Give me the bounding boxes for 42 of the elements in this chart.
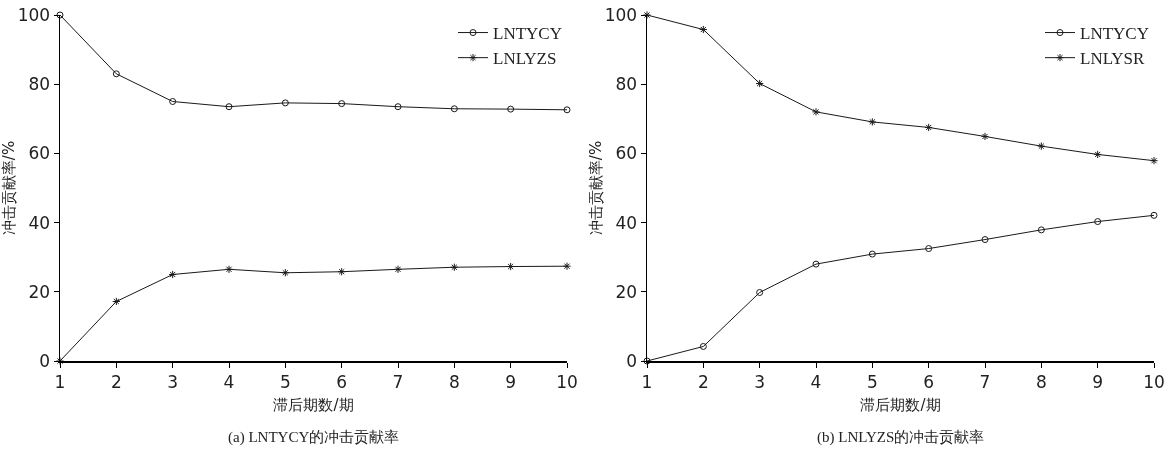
- x-axis-title: 滞后期数/期: [273, 395, 354, 414]
- x-tick-label: 4: [810, 371, 822, 392]
- y-tick-label: 100: [17, 4, 51, 25]
- y-tick-label: 80: [28, 74, 51, 95]
- y-tick-label: 40: [615, 212, 638, 233]
- x-tick-label: 9: [1092, 371, 1104, 392]
- text: (a) LNTYCY的冲击贡献率: [228, 429, 400, 446]
- y-tick-label: 20: [615, 281, 638, 302]
- y-tick-label: 0: [39, 350, 51, 371]
- y-tick-label: 100: [604, 4, 638, 25]
- x-tick-label: 6: [923, 371, 935, 392]
- legend-label: LNTYCY: [493, 24, 562, 44]
- x-tick-label: 1: [54, 371, 66, 392]
- x-tick-label: 3: [167, 371, 179, 392]
- legend-label: LNTYCY: [1080, 24, 1149, 44]
- y-tick-label: 20: [28, 281, 51, 302]
- x-tick-label: 3: [754, 371, 766, 392]
- y-tick-label: 60: [28, 143, 51, 164]
- x-axis-title: 滞后期数/期: [860, 395, 941, 414]
- y-tick-label: 0: [626, 350, 638, 371]
- legend-label: LNLYZS: [493, 49, 557, 69]
- x-tick-label: 1: [641, 371, 653, 392]
- x-tick-label: 10: [556, 371, 578, 392]
- x-tick-label: 6: [336, 371, 348, 392]
- y-axis-title: 冲击贡献率/%: [587, 140, 605, 236]
- x-tick-label: 5: [279, 371, 291, 392]
- x-tick-label: 7: [392, 371, 404, 392]
- x-tick-label: 5: [866, 371, 878, 392]
- y-tick-label: 40: [28, 212, 51, 233]
- x-tick-label: 8: [448, 371, 460, 392]
- x-tick-label: 8: [1035, 371, 1047, 392]
- y-tick-label: 60: [615, 143, 638, 164]
- legend-label: LNLYSR: [1080, 49, 1146, 69]
- x-tick-label: 7: [979, 371, 991, 392]
- text: (b) LNLYZS的冲击贡献率: [817, 429, 985, 446]
- x-tick-label: 9: [505, 371, 517, 392]
- x-tick-label: 4: [223, 371, 235, 392]
- y-tick-label: 80: [615, 74, 638, 95]
- x-tick-label: 10: [1143, 371, 1165, 392]
- x-tick-label: 2: [110, 371, 122, 392]
- x-tick-label: 2: [697, 371, 709, 392]
- y-axis-title: 冲击贡献率/%: [0, 140, 18, 236]
